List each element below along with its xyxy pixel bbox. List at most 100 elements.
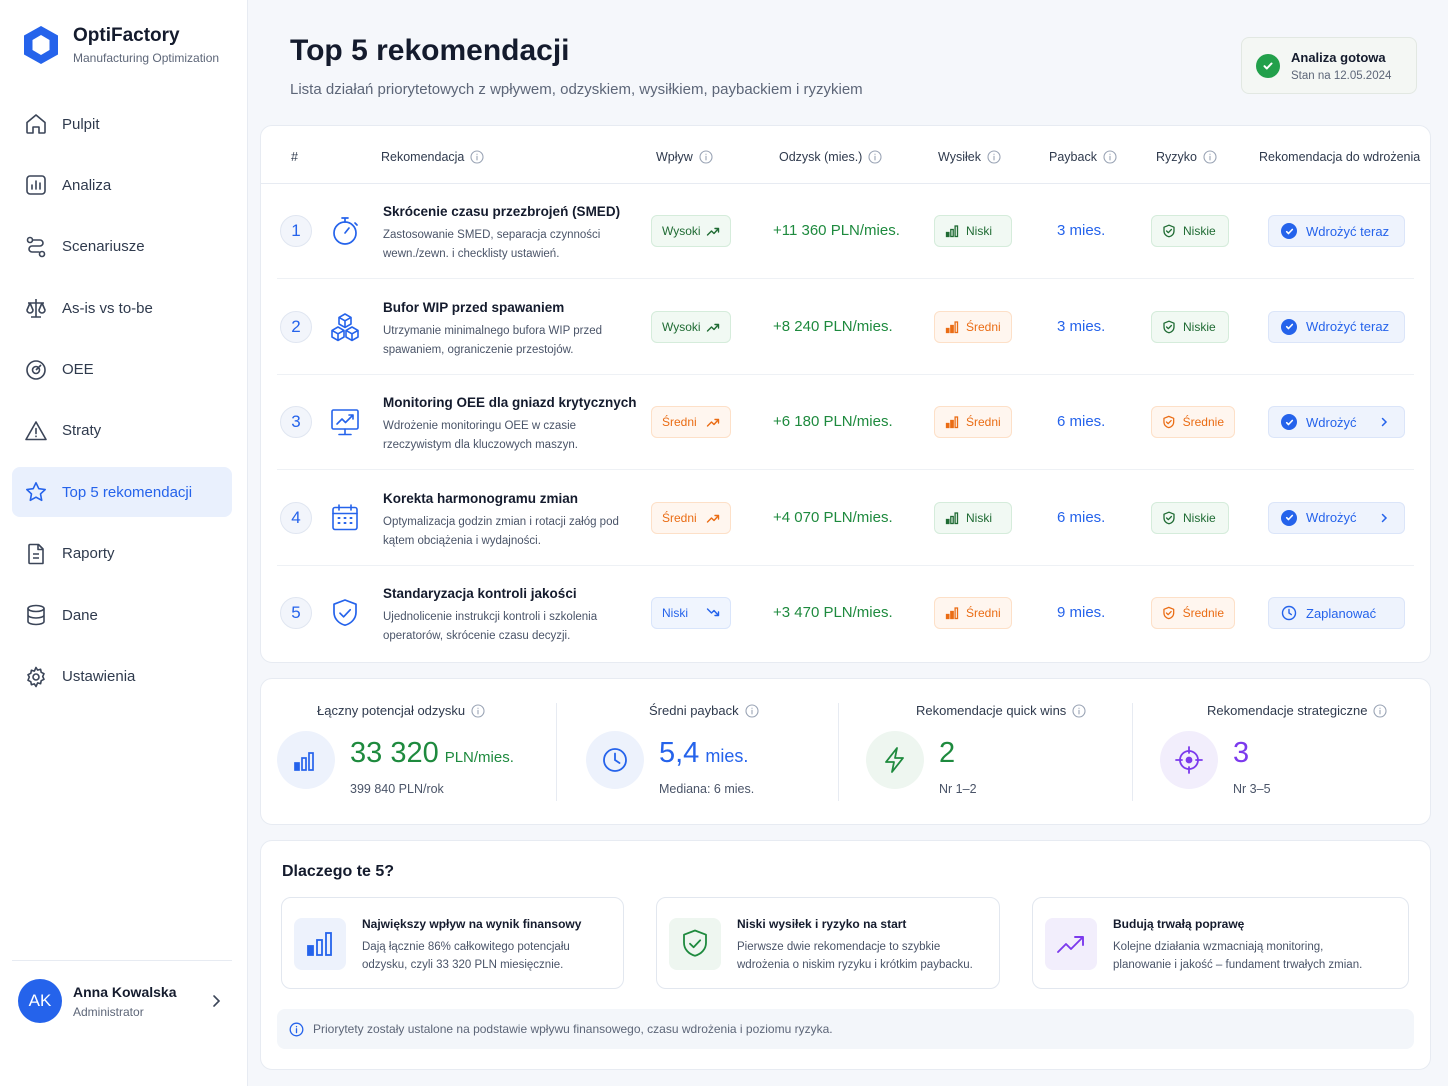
sidebar-item-ustawienia[interactable]: Ustawienia — [12, 652, 232, 702]
trend-down-icon — [706, 608, 720, 617]
info-icon[interactable] — [868, 150, 882, 164]
table-row: 3 Monitoring OEE dla gniazd krytycznych … — [277, 375, 1414, 470]
sidebar-item-oee[interactable]: OEE — [12, 345, 232, 395]
recommendation-title: Bufor WIP przed spawaniem — [383, 299, 565, 315]
sidebar-item-as-is-vs-to-be[interactable]: As-is vs to-be — [12, 283, 232, 333]
stat-label: Średni payback — [649, 703, 759, 718]
shield-check-icon — [333, 599, 357, 627]
info-icon[interactable] — [1373, 703, 1387, 718]
risk-badge: Niskie — [1151, 215, 1229, 247]
risk-label: Średnie — [1182, 415, 1224, 429]
info-note: Priorytety zostały ustalone na podstawie… — [277, 1009, 1414, 1049]
gain-value: +6 180 PLN/mies. — [773, 413, 893, 430]
table-header: # Rekomendacja Wpływ Odzysk (mies.) Wysi… — [261, 126, 1430, 184]
sidebar-item-scenariusze[interactable]: Scenariusze — [12, 222, 232, 272]
stat-label: Rekomendacje strategiczne — [1207, 703, 1387, 718]
risk-badge: Niskie — [1151, 310, 1229, 343]
table-row: 1 Skrócenie czasu przezbrojeń (SMED) Zas… — [277, 184, 1414, 279]
bar-chart-icon — [26, 175, 46, 196]
recommendation-desc: Zastosowanie SMED, separacja czynności w… — [383, 229, 601, 260]
stat-sub: Mediana: 6 mies. — [659, 782, 755, 796]
stat-label-text: Rekomendacje quick wins — [916, 703, 1067, 718]
row-number: 2 — [280, 310, 312, 343]
info-icon[interactable] — [1203, 150, 1217, 164]
effort-badge: Średni — [934, 406, 1012, 438]
info-icon[interactable] — [470, 150, 484, 164]
brand-name: OptiFactory — [73, 25, 180, 46]
info-icon[interactable] — [699, 150, 713, 164]
risk-label: Niskie — [1183, 224, 1216, 238]
header-effort: Wysiłek — [938, 150, 1001, 164]
header-label: Odzysk (mies.) — [779, 150, 863, 164]
recommendation-desc: Optymalizacja godzin zmian i rotacji zał… — [383, 515, 619, 547]
scale-icon — [26, 299, 46, 318]
header-label: Rekomendacja — [381, 150, 465, 164]
implement-now-button[interactable]: Wdrożyć teraz — [1268, 310, 1405, 343]
chevron-right-icon[interactable] — [208, 993, 224, 1009]
info-icon[interactable] — [1103, 150, 1117, 164]
stat-sub: Nr 3–5 — [1233, 782, 1271, 796]
info-icon — [289, 1022, 304, 1036]
crosshair-icon — [1160, 731, 1218, 789]
effort-badge: Średni — [934, 310, 1012, 343]
stat-label: Rekomendacje quick wins — [916, 703, 1086, 718]
implement-button[interactable]: Wdrożyć — [1268, 501, 1405, 534]
impact-badge: Niski — [651, 597, 731, 629]
stat-value: 33 320 PLN/mies. — [350, 737, 514, 770]
stat-value: 2 — [939, 737, 956, 769]
info-icon[interactable] — [987, 150, 1001, 164]
stat-label-text: Łączny potencjał odzysku — [317, 703, 466, 718]
implement-now-button[interactable]: Wdrożyć teraz — [1268, 215, 1405, 247]
header-label: Payback — [1049, 150, 1097, 164]
info-icon[interactable] — [1072, 703, 1086, 718]
status-subtitle: Stan na 12.05.2024 — [1291, 69, 1392, 82]
stat-strategic: Rekomendacje strategiczne 3 Nr 3–5 — [1133, 679, 1431, 826]
signal-bars-icon — [945, 607, 959, 620]
sidebar-item-analiza[interactable]: Analiza — [12, 160, 232, 210]
sidebar-item-label: Analiza — [62, 176, 112, 194]
route-icon — [26, 236, 46, 258]
action-label: Wdrożyć — [1306, 414, 1357, 430]
info-icon[interactable] — [745, 703, 759, 718]
gain-value: +3 470 PLN/mies. — [773, 604, 893, 621]
effort-label: Średni — [966, 319, 1001, 334]
plan-button[interactable]: Zaplanować — [1268, 597, 1405, 629]
why-card-desc: Kolejne działania wzmacniają monitoring,… — [1113, 941, 1363, 971]
table-row: 2 Bufor WIP przed spawaniem Utrzymanie m… — [277, 280, 1414, 375]
logo-icon — [24, 26, 58, 64]
lightning-icon — [866, 731, 924, 789]
status-title: Analiza gotowa — [1291, 49, 1386, 65]
check-circle-icon — [1281, 223, 1297, 239]
effort-badge: Niski — [934, 501, 1012, 534]
sidebar-item-straty[interactable]: Straty — [12, 406, 232, 456]
trend-up-icon — [706, 514, 720, 523]
info-icon[interactable] — [471, 703, 485, 718]
trend-up-icon — [1045, 918, 1097, 970]
implement-button[interactable]: Wdrożyć — [1268, 406, 1405, 438]
clock-icon — [586, 731, 644, 789]
recommendations-table: # Rekomendacja Wpływ Odzysk (mies.) Wysi… — [260, 125, 1431, 663]
trend-up-icon — [706, 227, 720, 236]
user-profile[interactable]: AK Anna Kowalska Administrator — [12, 960, 232, 1023]
sidebar-item-top-5-rekomendacji[interactable]: Top 5 rekomendacji — [12, 467, 232, 518]
chevron-right-icon — [1381, 513, 1388, 522]
shield-check-icon — [1163, 224, 1175, 238]
star-icon — [26, 482, 46, 502]
row-number: 5 — [280, 597, 312, 629]
boxes-icon — [331, 312, 359, 341]
gear-icon — [27, 666, 45, 687]
stat-sub: 399 840 PLN/rok — [350, 782, 444, 796]
sidebar-item-pulpit[interactable]: Pulpit — [12, 99, 232, 149]
sidebar-item-dane[interactable]: Dane — [12, 590, 232, 640]
summary-stats: Łączny potencjał odzysku 33 320 PLN/mies.… — [260, 678, 1431, 825]
brand[interactable]: OptiFactory Manufacturing Optimization — [20, 24, 219, 66]
sidebar-item-raporty[interactable]: Raporty — [12, 529, 232, 579]
why-card-title: Budują trwałą poprawę — [1113, 917, 1245, 931]
impact-badge: Wysoki — [651, 310, 731, 343]
section-title: Dlaczego te 5? — [282, 863, 395, 880]
table-row: 4 Korekta harmonogramu zmian Optymalizac… — [277, 471, 1414, 566]
bar-chart-icon — [277, 731, 335, 789]
row-number: 1 — [280, 215, 312, 247]
impact-label: Średni — [662, 510, 697, 525]
risk-label: Średnie — [1182, 606, 1224, 620]
